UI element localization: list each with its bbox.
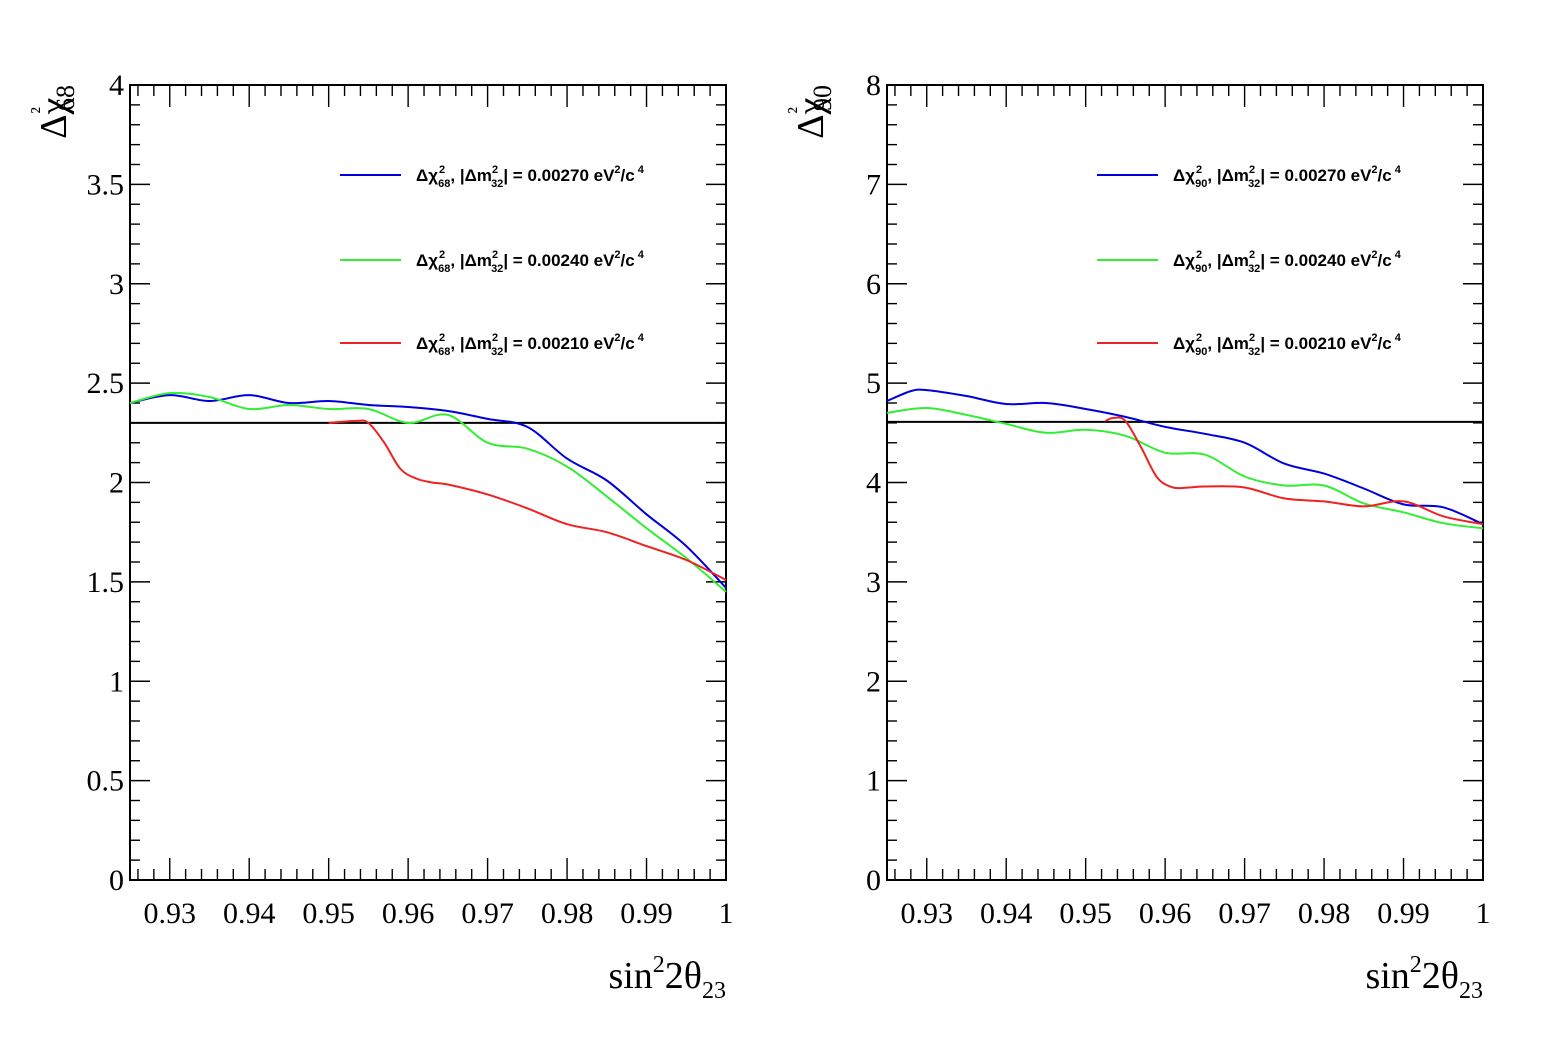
plot-frame [886, 84, 1484, 881]
series-line-2 [129, 391, 727, 593]
y-tick-label: 1.5 [87, 566, 125, 599]
x-tick-label: 0.96 [1139, 897, 1192, 930]
x-tick-label: 0.97 [1218, 897, 1271, 930]
y-axis-title: Δχ²68 [26, 85, 80, 139]
series-line-3 [328, 419, 727, 581]
y-tick-label: 1 [109, 665, 124, 698]
x-tick-label: 0.98 [1298, 897, 1351, 930]
x-tick-label: 0.99 [620, 897, 673, 930]
x-tick-label: 1 [1476, 897, 1491, 930]
chart-panel-2: 0.93 0.94 0.95 0.96 0.97 0.98 0.99 1 0 1 2 3 4 5 6 7 8 si… [783, 69, 1491, 1004]
y-tick-label: 3 [866, 566, 881, 599]
y-tick-label: 0 [866, 864, 881, 897]
x-tick-label: 0.96 [382, 897, 435, 930]
legend-entry: Δχ2 90, |Δm2 32| = 0.00210 eV2/c 4 [1173, 332, 1402, 358]
legend-entry: Δχ2 90, |Δm2 32| = 0.00270 eV2/c 4 [1173, 164, 1402, 190]
x-tick-label: 0.93 [900, 897, 953, 930]
y-tick-label: 3.5 [87, 168, 125, 201]
y-tick-label: 4 [109, 69, 124, 102]
x-tick-label: 0.99 [1377, 897, 1430, 930]
y-tick-label: 2 [109, 467, 124, 500]
x-tick-label: 0.95 [302, 897, 355, 930]
y-tick-label: 4 [866, 467, 881, 500]
y-tick-label: 0 [109, 864, 124, 897]
x-axis-title: sin22θ23 [608, 952, 726, 1004]
series-line-1 [129, 394, 727, 589]
series-line-1 [886, 388, 1484, 526]
legend-entry: Δχ2 68, |Δm2 32| = 0.00240 eV2/c 4 [416, 249, 645, 275]
legend-entry: Δχ2 68, |Δm2 32| = 0.00270 eV2/c 4 [416, 164, 645, 190]
x-tick-label: 0.94 [223, 897, 276, 930]
y-axis-title: Δχ²90 [783, 85, 837, 139]
y-tick-label: 7 [866, 168, 881, 201]
x-tick-label: 0.93 [143, 897, 196, 930]
series-line-3 [1105, 416, 1484, 526]
y-tick-label: 2 [866, 665, 881, 698]
chart-panel-1: 0.93 0.94 0.95 0.96 0.97 0.98 0.99 1 0 0.5 1 1.5 2 2.… [26, 69, 734, 1004]
x-tick-label: 1 [719, 897, 734, 930]
legend-entry: Δχ2 68, |Δm2 32| = 0.00210 eV2/c 4 [416, 332, 645, 358]
legend-entry: Δχ2 90, |Δm2 32| = 0.00240 eV2/c 4 [1173, 249, 1402, 275]
y-tick-label: 0.5 [87, 765, 125, 798]
x-axis-title: sin22θ23 [1365, 952, 1483, 1004]
x-tick-label: 0.98 [541, 897, 594, 930]
y-tick-label: 1 [866, 765, 881, 798]
series-line-2 [886, 406, 1484, 530]
y-tick-label: 3 [109, 268, 124, 301]
y-tick-label: 6 [866, 268, 881, 301]
y-tick-label: 2.5 [87, 367, 125, 400]
x-tick-label: 0.97 [461, 897, 514, 930]
y-tick-label: 5 [866, 367, 881, 400]
y-tick-label: 8 [866, 69, 881, 102]
x-tick-label: 0.94 [980, 897, 1033, 930]
x-tick-label: 0.95 [1059, 897, 1112, 930]
